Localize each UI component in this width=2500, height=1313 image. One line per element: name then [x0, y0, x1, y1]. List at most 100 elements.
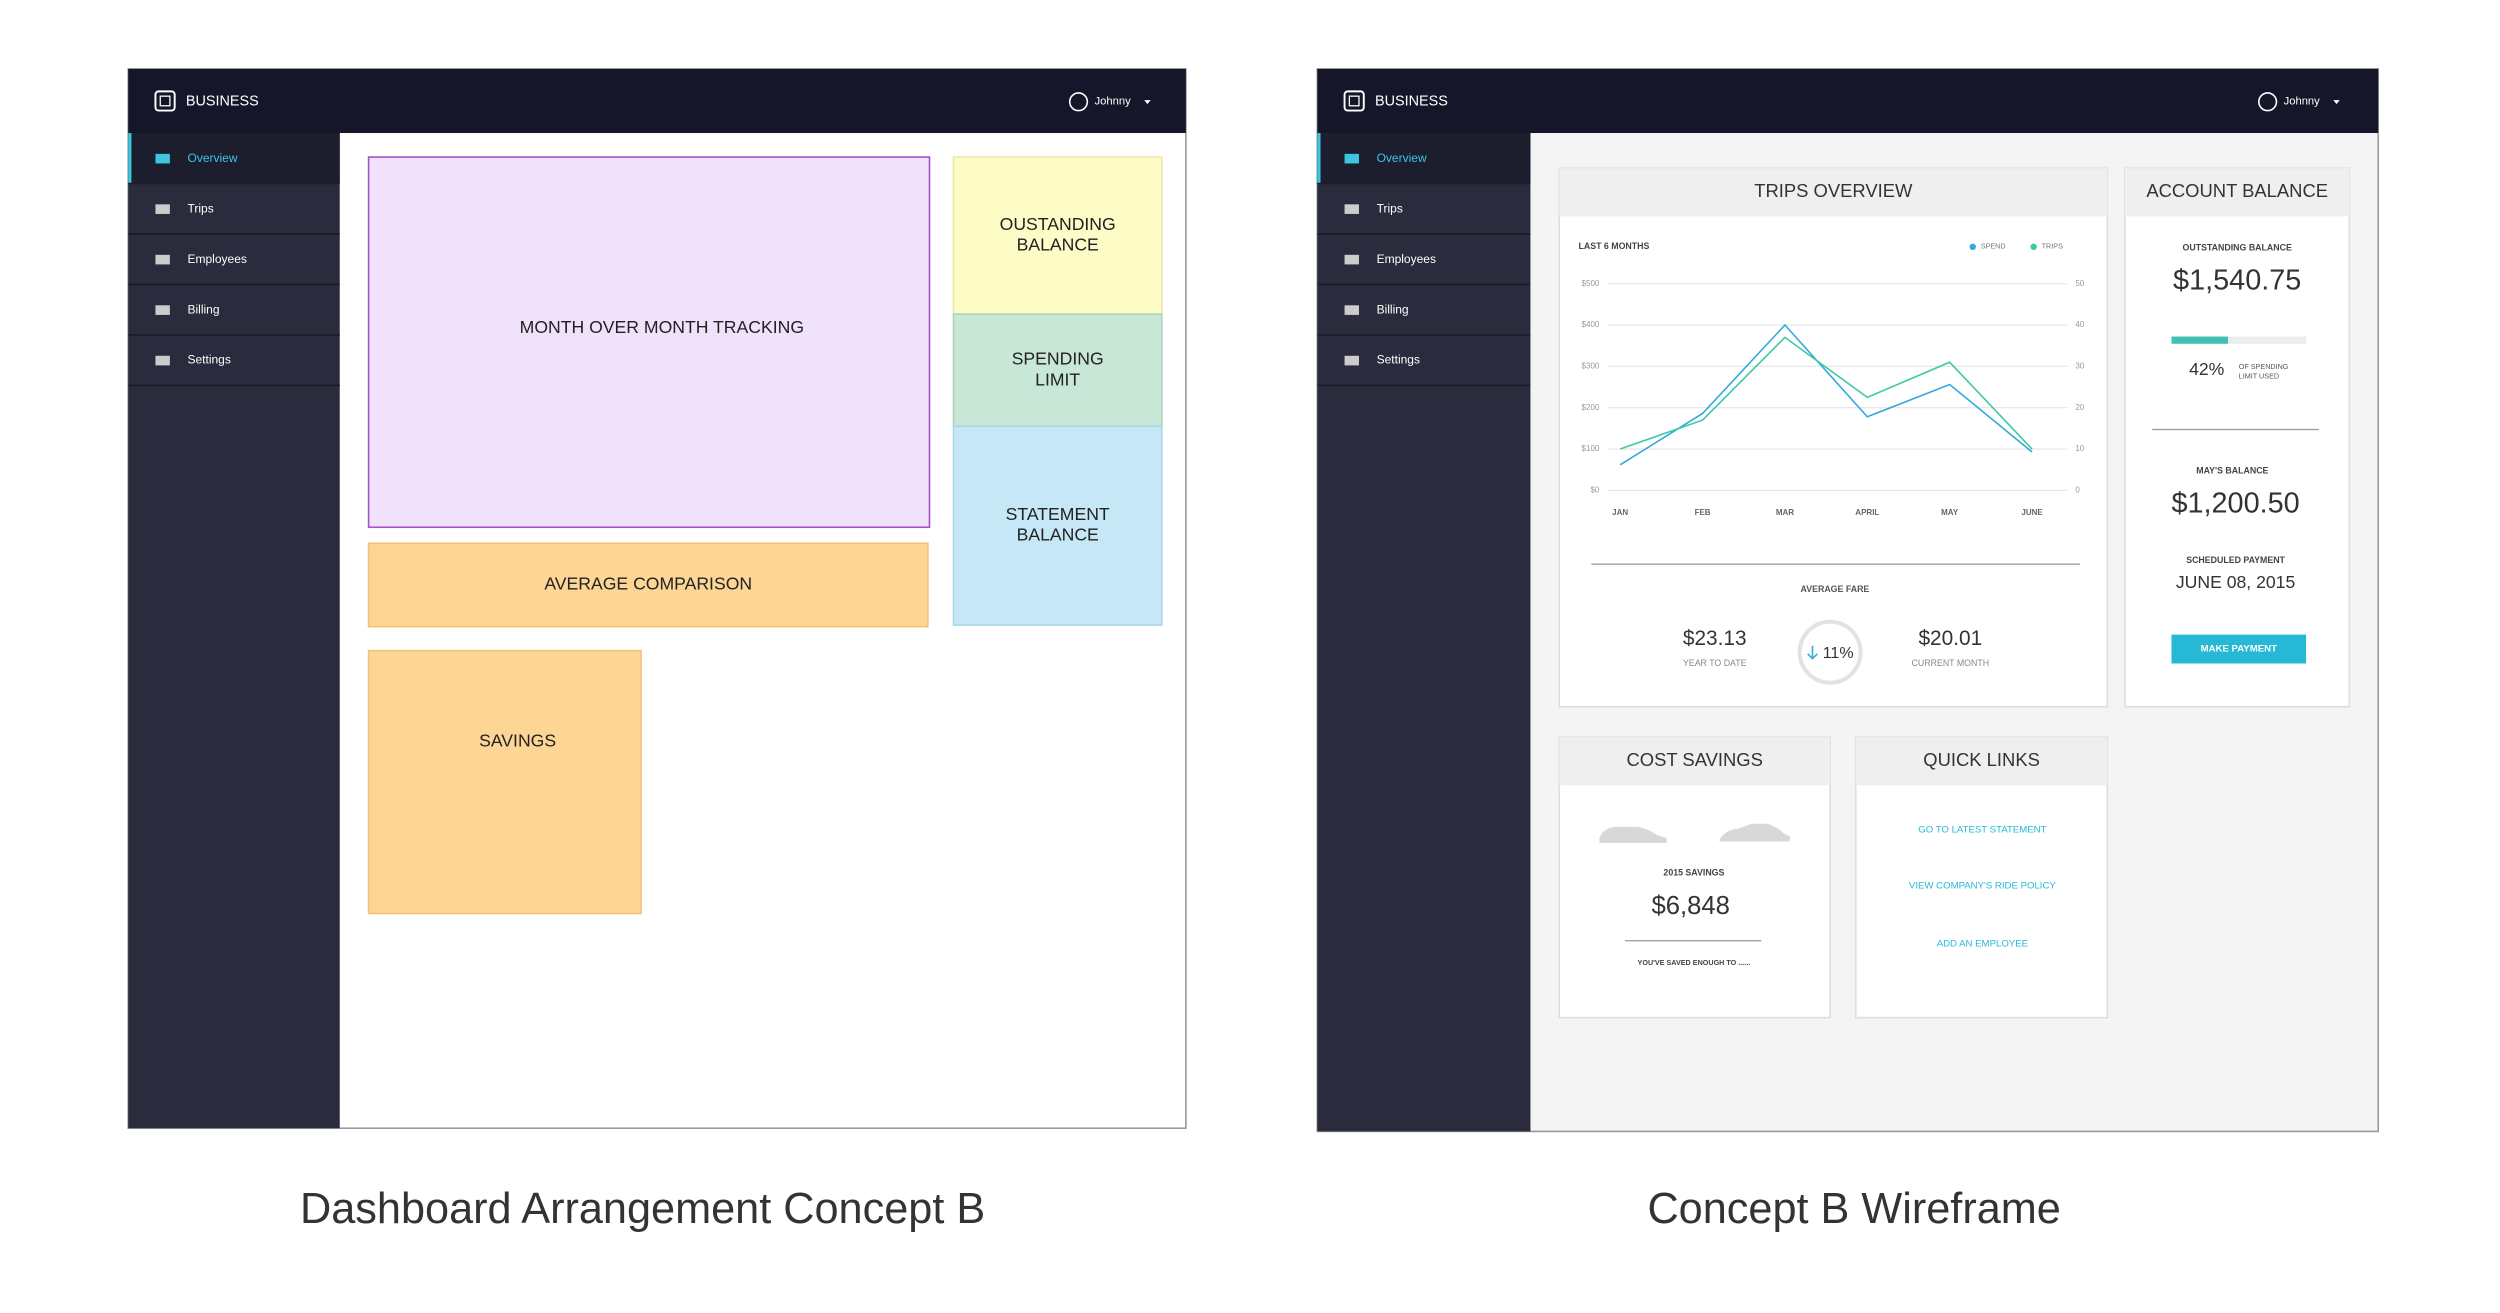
sidebar	[128, 133, 340, 1129]
line-series	[1619, 323, 2033, 466]
user-caret	[1144, 100, 1151, 105]
brand: BUSINESS	[1375, 94, 1448, 110]
caption: Dashboard Arrangement Concept B	[300, 1185, 985, 1233]
nav-active-bar	[1317, 133, 1321, 184]
small-label: MAY'S BALANCE	[2196, 465, 2268, 475]
nav-item[interactable]: Billing	[1377, 302, 1409, 316]
fare-label: AVERAGE FARE	[1801, 584, 1870, 594]
car-icon	[1719, 823, 1791, 842]
nav-item[interactable]: Billing	[188, 302, 220, 316]
quick-link[interactable]: VIEW COMPANY'S RIDE POLICY	[1909, 881, 2056, 892]
block-label: MONTH OVER MONTH TRACKING	[520, 317, 804, 337]
y2-tick-label: 20	[2075, 403, 2084, 412]
y-tick-label: $200	[1582, 403, 1600, 412]
nav-item[interactable]: Employees	[188, 252, 247, 266]
small-label: 2015 SAVINGS	[1663, 868, 1724, 878]
logo-icon	[1343, 90, 1365, 112]
nav-icon	[1344, 153, 1359, 164]
card-title: QUICK LINKS	[1923, 749, 2040, 770]
y-tick-label: $400	[1582, 320, 1600, 329]
account-card	[2124, 167, 2351, 708]
legend-dot	[1969, 243, 1976, 251]
header	[1317, 68, 2379, 134]
percent: 42%	[2189, 359, 2225, 379]
chart-period: LAST 6 MONTHS	[1579, 241, 1650, 251]
user-name[interactable]: Johnny	[1095, 96, 1132, 108]
block-label: LIMIT	[1035, 369, 1080, 389]
user-icon	[2258, 92, 2278, 112]
user-name[interactable]: Johnny	[2284, 96, 2321, 108]
card-title: COST SAVINGS	[1627, 749, 1763, 770]
change-ring	[1797, 619, 1863, 685]
x-tick-label: JAN	[1612, 508, 1628, 517]
concept-block	[952, 425, 1163, 626]
nav-icon	[1344, 204, 1359, 214]
card-title: ACCOUNT BALANCE	[2146, 180, 2328, 201]
legend-label: TRIPS	[2042, 242, 2063, 251]
block-label: SAVINGS	[479, 731, 556, 751]
concept-block	[952, 313, 1163, 428]
progress-fill	[2171, 336, 2229, 344]
percent-caption: OF SPENDING	[2239, 362, 2289, 371]
concept-block	[367, 649, 642, 915]
amount: $1,540.75	[2173, 265, 2301, 297]
small-label: OUTSTANDING BALANCE	[2183, 243, 2292, 253]
x-tick-label: APRIL	[1855, 508, 1879, 517]
line-series	[1619, 336, 2033, 450]
nav-item[interactable]: Employees	[1377, 252, 1436, 266]
quick-link[interactable]: GO TO LATEST STATEMENT	[1918, 825, 2046, 836]
fare-amount: $20.01	[1918, 627, 1982, 650]
nav-icon	[155, 153, 170, 164]
logo-icon	[154, 90, 176, 112]
nav-icon	[155, 254, 170, 265]
logo-icon-inner	[159, 95, 171, 107]
card-header	[2125, 168, 2350, 217]
date: JUNE 08, 2015	[2176, 572, 2296, 592]
card-header	[1559, 168, 2108, 217]
caption: Concept B Wireframe	[1647, 1185, 2060, 1233]
small-label: SCHEDULED PAYMENT	[2186, 555, 2285, 565]
legend-dot	[2030, 243, 2037, 251]
nav-item[interactable]: Trips	[1377, 201, 1403, 215]
block-label: BALANCE	[1017, 525, 1099, 545]
nav-item[interactable]: Overview	[188, 151, 238, 165]
concept-block	[367, 156, 931, 529]
amount: $6,848	[1652, 892, 1730, 920]
y2-tick-label: 10	[2075, 444, 2084, 453]
nav-item[interactable]: Overview	[1377, 151, 1427, 165]
nav-item[interactable]: Settings	[1377, 353, 1420, 367]
card-header	[1559, 737, 1831, 786]
y2-tick-label: 0	[2075, 486, 2080, 495]
nav-item[interactable]: Settings	[188, 353, 231, 367]
change-value: 11%	[1823, 644, 1854, 662]
progress-track	[2171, 336, 2307, 344]
nav-icon	[155, 204, 170, 214]
block-label: AVERAGE COMPARISON	[544, 574, 752, 594]
y2-tick-label: 30	[2075, 361, 2084, 370]
y-tick-label: $500	[1582, 279, 1600, 288]
sidebar	[1317, 133, 1531, 1132]
nav-icon	[155, 305, 170, 315]
button-label[interactable]: MAKE PAYMENT	[2201, 644, 2277, 655]
block-label: OUSTANDING	[1000, 214, 1116, 234]
nav-item[interactable]: Trips	[188, 201, 214, 215]
fare-amount: $23.13	[1683, 627, 1747, 650]
nav-active-bar	[128, 133, 132, 184]
nav-icon	[1344, 254, 1359, 265]
quick-link[interactable]: ADD AN EMPLOYEE	[1937, 938, 2028, 949]
x-tick-label: FEB	[1695, 508, 1711, 517]
card-title: TRIPS OVERVIEW	[1754, 180, 1913, 201]
block-label: STATEMENT	[1006, 504, 1110, 524]
y-tick-label: $300	[1582, 361, 1600, 370]
legend-label: SPEND	[1981, 242, 2006, 251]
payment-button[interactable]	[2171, 634, 2307, 664]
y-tick-label: $0	[1590, 486, 1599, 495]
user-caret	[2333, 100, 2340, 105]
nav-icon	[1344, 305, 1359, 315]
fare-sub: CURRENT MONTH	[1912, 658, 1990, 668]
x-tick-label: JUNE	[2021, 508, 2043, 517]
x-tick-label: MAY	[1941, 508, 1959, 517]
x-tick-label: MAR	[1776, 508, 1794, 517]
amount: $1,200.50	[2171, 487, 2299, 519]
